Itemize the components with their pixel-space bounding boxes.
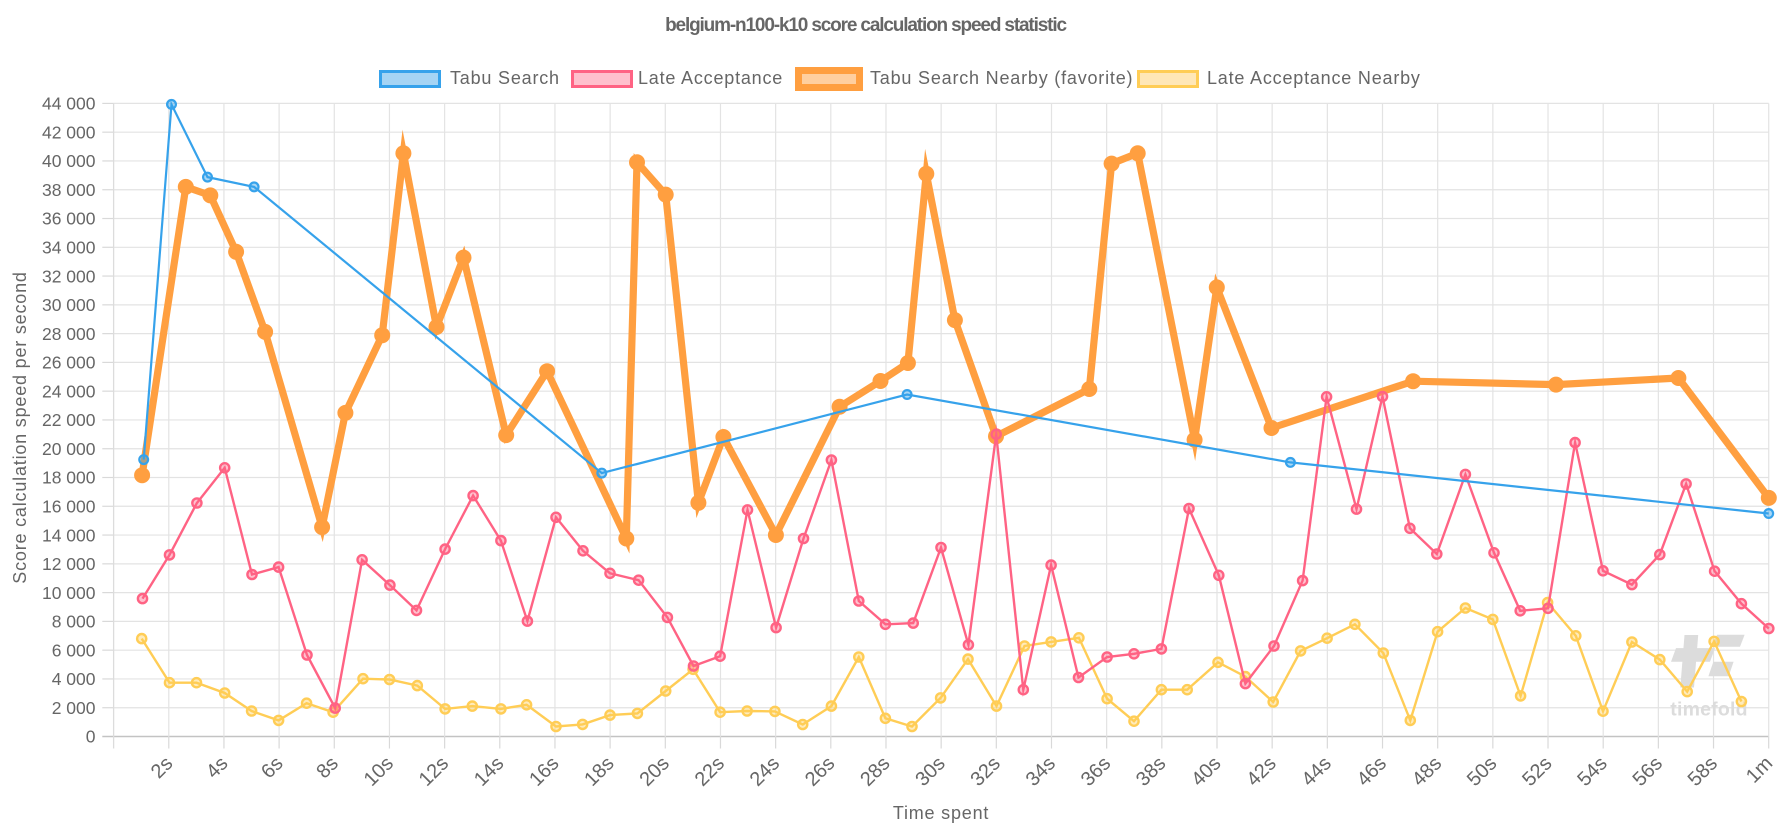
svg-text:28s: 28s (856, 752, 894, 790)
svg-text:48s: 48s (1408, 752, 1446, 790)
svg-text:38s: 38s (1132, 752, 1170, 790)
svg-text:1m: 1m (1742, 752, 1777, 787)
svg-text:32 000: 32 000 (42, 266, 96, 286)
svg-text:28 000: 28 000 (42, 324, 96, 344)
svg-text:14 000: 14 000 (42, 525, 96, 545)
svg-text:24s: 24s (746, 752, 784, 790)
svg-text:46s: 46s (1353, 752, 1391, 790)
svg-text:4 000: 4 000 (52, 669, 96, 689)
svg-text:52s: 52s (1518, 752, 1556, 790)
svg-text:42s: 42s (1242, 752, 1280, 790)
svg-text:20 000: 20 000 (42, 439, 96, 459)
svg-text:34 000: 34 000 (42, 238, 96, 258)
svg-text:56s: 56s (1629, 752, 1667, 790)
svg-text:30s: 30s (911, 752, 949, 790)
svg-text:16s: 16s (525, 752, 563, 790)
svg-text:22s: 22s (691, 752, 729, 790)
svg-text:42 000: 42 000 (42, 122, 96, 142)
svg-text:14s: 14s (470, 752, 508, 790)
svg-text:2 000: 2 000 (52, 698, 96, 718)
svg-text:0: 0 (86, 727, 96, 747)
svg-text:40 000: 40 000 (42, 151, 96, 171)
svg-text:12s: 12s (415, 752, 453, 790)
svg-text:10s: 10s (360, 752, 398, 790)
svg-text:18 000: 18 000 (42, 468, 96, 488)
svg-text:10 000: 10 000 (42, 583, 96, 603)
svg-text:40s: 40s (1187, 752, 1225, 790)
svg-text:24 000: 24 000 (42, 381, 96, 401)
svg-text:16 000: 16 000 (42, 497, 96, 517)
svg-text:44s: 44s (1297, 752, 1335, 790)
svg-text:54s: 54s (1573, 752, 1611, 790)
svg-text:12 000: 12 000 (42, 554, 96, 574)
svg-text:2s: 2s (147, 752, 177, 782)
svg-text:8 000: 8 000 (52, 612, 96, 632)
svg-text:36s: 36s (1077, 752, 1115, 790)
svg-text:6 000: 6 000 (52, 640, 96, 660)
svg-text:38 000: 38 000 (42, 180, 96, 200)
svg-text:26s: 26s (801, 752, 839, 790)
svg-text:44 000: 44 000 (42, 94, 96, 114)
svg-text:4s: 4s (202, 752, 232, 782)
svg-text:30 000: 30 000 (42, 295, 96, 315)
svg-text:36 000: 36 000 (42, 209, 96, 229)
svg-text:22 000: 22 000 (42, 410, 96, 430)
svg-text:58s: 58s (1684, 752, 1722, 790)
svg-text:Score calculation speed per se: Score calculation speed per second (10, 271, 30, 583)
svg-text:8s: 8s (312, 752, 342, 782)
svg-text:Time spent: Time spent (893, 803, 989, 823)
svg-text:20s: 20s (635, 752, 673, 790)
svg-text:34s: 34s (1022, 752, 1060, 790)
svg-text:6s: 6s (257, 752, 287, 782)
svg-text:50s: 50s (1463, 752, 1501, 790)
svg-text:32s: 32s (966, 752, 1004, 790)
svg-text:26 000: 26 000 (42, 353, 96, 373)
svg-text:timefold: timefold (1670, 699, 1747, 721)
svg-text:18s: 18s (580, 752, 618, 790)
